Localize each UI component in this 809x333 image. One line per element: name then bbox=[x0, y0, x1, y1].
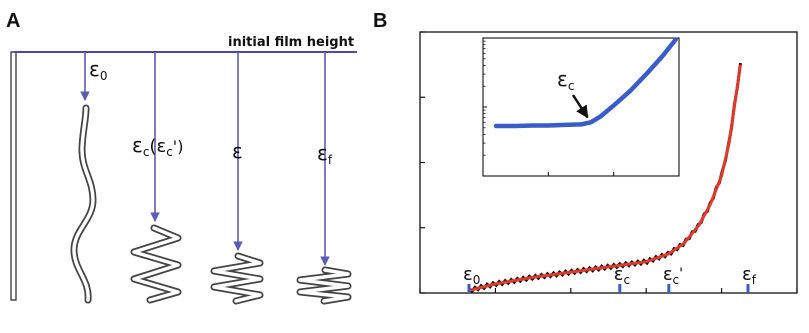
label-epsc: εc(εc') bbox=[132, 133, 183, 159]
inset-chart: εc bbox=[482, 37, 680, 177]
label-epsf: εf bbox=[317, 141, 333, 167]
main-chart bbox=[419, 31, 798, 294]
inset-epsc-arrow bbox=[571, 94, 589, 119]
panel-b: B ε0 εc εc' εf εc bbox=[373, 10, 798, 294]
inset-frame bbox=[482, 37, 680, 177]
film-eps0 bbox=[70, 104, 97, 304]
strain-marker-label: εc' bbox=[663, 264, 683, 287]
panel-b-letter: B bbox=[373, 10, 387, 32]
film-epsc bbox=[130, 224, 182, 304]
strain-marker-label: ε0 bbox=[463, 264, 480, 287]
fit-line bbox=[468, 64, 742, 292]
inset-series-line bbox=[493, 37, 678, 129]
label-eps0: ε0 bbox=[89, 57, 107, 83]
strain-marker-label: εf bbox=[742, 264, 757, 287]
inset-epsc-label: εc bbox=[557, 67, 574, 93]
label-eps: ε bbox=[232, 139, 243, 163]
film-epsf bbox=[296, 266, 352, 305]
strain-markers: ε0 εc εc' εf bbox=[463, 264, 757, 293]
panel-a: A initial film height ε0 εc(εc') ε εf bbox=[6, 10, 357, 305]
initial-film-height-label: initial film height bbox=[228, 35, 354, 50]
substrate-wall bbox=[10, 51, 17, 301]
strain-marker-label: εc bbox=[614, 264, 630, 287]
panel-a-letter: A bbox=[6, 10, 20, 32]
film-eps bbox=[210, 252, 264, 305]
